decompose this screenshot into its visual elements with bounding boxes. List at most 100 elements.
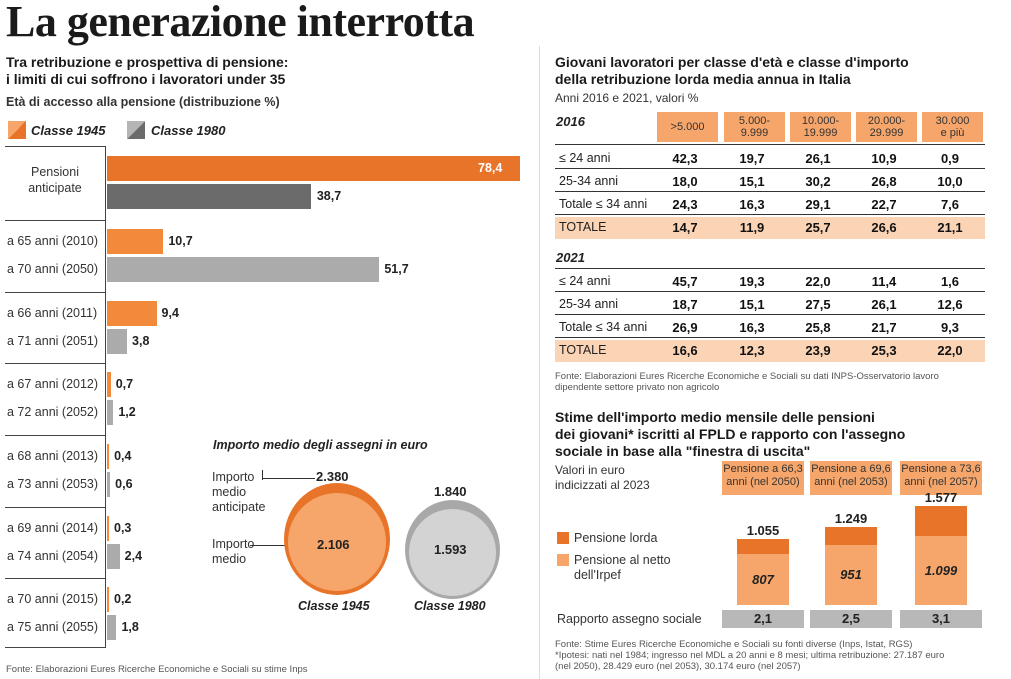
pension-column-header: Pensione a 66,3 anni (nel 2050) bbox=[722, 461, 804, 495]
table-cell: 21,7 bbox=[871, 320, 897, 335]
table-row-label: Totale ≤ 34 anni bbox=[559, 197, 648, 211]
ratio-value: 2,1 bbox=[722, 610, 804, 628]
table-cell: 26,1 bbox=[871, 297, 897, 312]
table-cell: 19,7 bbox=[739, 151, 765, 166]
category-label: a 69 anni (2014) bbox=[7, 521, 99, 535]
bar-chart: 78,4 38,7 Pensioni anticipate 10,7 51,7 a 65 … bbox=[7, 156, 520, 640]
table-cell: 29,1 bbox=[805, 197, 831, 212]
bar-netto bbox=[825, 545, 877, 605]
bar-value-1945: 10,7 bbox=[168, 234, 193, 248]
bar-1980 bbox=[107, 472, 111, 497]
table-rule bbox=[555, 168, 985, 169]
table-cell: 15,1 bbox=[739, 297, 765, 312]
table-subtitle: Anni 2016 e 2021, valori % bbox=[555, 91, 699, 105]
bar-1945 bbox=[107, 301, 157, 326]
bar-value-1945: 0,2 bbox=[114, 592, 132, 606]
table-cell: 42,3 bbox=[672, 151, 698, 166]
bar-netto-value: 951 bbox=[840, 567, 862, 583]
table-cell: 22,7 bbox=[871, 197, 897, 212]
table-rule bbox=[555, 314, 985, 315]
bar-value-1945: 0,4 bbox=[114, 449, 132, 463]
legend-label-1980: Classe 1980 bbox=[151, 123, 226, 138]
table-heading-2: della retribuzione lorda media annua in … bbox=[555, 71, 851, 87]
circle-1980-name: Classe 1980 bbox=[414, 599, 486, 613]
table-column-header: 5.000- 9.999 bbox=[724, 112, 785, 142]
bar-1945 bbox=[107, 587, 109, 612]
legend-label-netto-2: dell'Irpef bbox=[574, 568, 621, 582]
table-cell: 9,3 bbox=[940, 320, 960, 335]
pension-heading-1: Stime dell'importo medio mensile delle p… bbox=[555, 409, 875, 425]
left-subtitle: Età di accesso alla pensione (distribuzi… bbox=[6, 95, 280, 109]
category-label: a 75 anni (2055) bbox=[7, 620, 99, 634]
pension-column-header: Pensione a 73,6 anni (nel 2057) bbox=[900, 461, 982, 495]
table-column-header: 20.000- 29.999 bbox=[856, 112, 917, 142]
bar-lorda-value: 1.577 bbox=[924, 490, 958, 505]
pension-source-1: Fonte: Stime Eures Ricerche Economiche e… bbox=[555, 639, 913, 650]
bar-1980 bbox=[107, 329, 128, 354]
leader-line bbox=[262, 470, 263, 480]
circle-1980-inner-value: 1.593 bbox=[434, 542, 467, 557]
table-cell: 15,1 bbox=[739, 174, 765, 189]
table-cell: 26,6 bbox=[871, 220, 897, 235]
bar-value-1980: 51,7 bbox=[384, 262, 409, 276]
table-year: 2016 bbox=[556, 114, 585, 129]
table-cell: 22,0 bbox=[937, 343, 963, 358]
table-cell: 7,6 bbox=[940, 197, 960, 212]
table-row-label: 25-34 anni bbox=[559, 174, 619, 188]
bar-lorda bbox=[825, 526, 877, 546]
table-cell: 26,9 bbox=[672, 320, 698, 335]
category-label: Pensioni anticipate bbox=[28, 165, 82, 195]
group-separator bbox=[5, 578, 105, 579]
legend-swatch-netto bbox=[557, 554, 569, 566]
category-label: a 68 anni (2013) bbox=[7, 449, 99, 463]
table-cell: 16,3 bbox=[739, 197, 765, 212]
table-cell: 10,0 bbox=[937, 174, 963, 189]
table-cell: 19,3 bbox=[739, 274, 765, 289]
bar-1980 bbox=[107, 544, 120, 569]
label-importo-medio: Importo medio bbox=[212, 537, 255, 566]
category-label: a 65 anni (2010) bbox=[7, 234, 99, 248]
bar-1945 bbox=[107, 229, 164, 254]
table-row-label: TOTALE bbox=[559, 220, 607, 234]
category-label: a 74 anni (2054) bbox=[7, 549, 99, 563]
table-cell: 14,7 bbox=[672, 220, 698, 235]
table-cell: 24,3 bbox=[672, 197, 698, 212]
bar-netto-value: 807 bbox=[752, 571, 774, 587]
bar-netto-value: 1.099 bbox=[924, 562, 958, 578]
table-rule bbox=[555, 191, 985, 192]
category-label: a 70 anni (2015) bbox=[7, 592, 99, 606]
legend-label-netto-1: Pensione al netto bbox=[574, 553, 671, 567]
group-separator bbox=[5, 220, 105, 221]
bar-netto bbox=[737, 554, 789, 605]
bar-1980 bbox=[107, 400, 114, 425]
pension-column-header: Pensione a 69,6 anni (nel 2053) bbox=[810, 461, 892, 495]
category-label: a 71 anni (2051) bbox=[7, 334, 99, 348]
left-heading-2: i limiti di cui soffrono i lavoratori un… bbox=[6, 71, 286, 87]
bar-value-1980: 3,8 bbox=[132, 334, 150, 348]
left-heading-1: Tra retribuzione e prospettiva di pensio… bbox=[6, 54, 289, 70]
bar-1980 bbox=[107, 257, 380, 282]
circles-title: Importo medio degli assegni in euro bbox=[213, 438, 428, 452]
bar-lorda-value: 1.249 bbox=[834, 510, 868, 526]
bar-value-1945: 9,4 bbox=[161, 306, 179, 320]
table-row-label: ≤ 24 anni bbox=[559, 151, 611, 165]
ratio-label: Rapporto assegno sociale bbox=[557, 612, 702, 626]
table-row-label: ≤ 24 anni bbox=[559, 274, 611, 288]
pension-source-3: (nel 2050), 28.429 euro (nel 2053), 30.1… bbox=[555, 661, 801, 672]
table-row-label: 25-34 anni bbox=[559, 297, 619, 311]
circle-1945-inner bbox=[288, 493, 386, 591]
table-source-1: Fonte: Elaborazioni Eures Ricerche Econo… bbox=[555, 371, 939, 382]
ratio-value: 3,1 bbox=[900, 610, 982, 628]
category-label: a 70 anni (2050) bbox=[7, 262, 99, 276]
pension-heading-3: sociale in base alla "finestra di uscita… bbox=[555, 443, 811, 459]
bar-lorda-value: 1.055 bbox=[746, 522, 780, 538]
table-cell: 12,6 bbox=[937, 297, 963, 312]
table-column-header: >5.000 bbox=[657, 112, 718, 142]
pension-subtitle-1: Valori in euro bbox=[555, 463, 625, 477]
total-band bbox=[555, 217, 985, 239]
legend-label-1945: Classe 1945 bbox=[31, 123, 106, 138]
leader-line bbox=[262, 478, 315, 479]
table-cell: 26,1 bbox=[805, 151, 831, 166]
bar-1945 bbox=[107, 516, 109, 541]
